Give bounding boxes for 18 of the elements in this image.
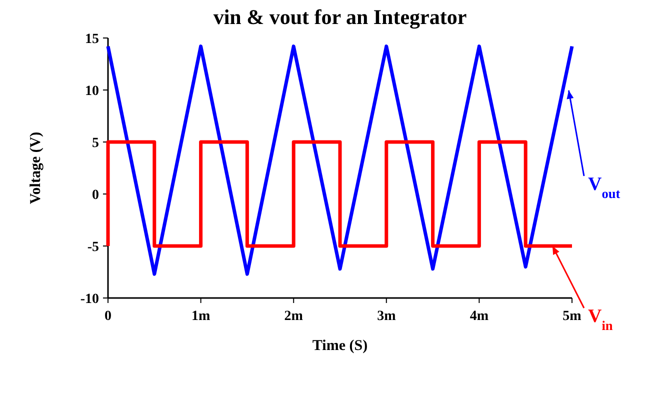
x-axis-title: Time (S) <box>312 338 368 354</box>
x-tick-label: 4m <box>470 309 489 324</box>
y-tick-label: 5 <box>92 136 99 151</box>
y-tick-label: 15 <box>85 32 99 47</box>
y-tick-label: 0 <box>92 188 99 203</box>
x-tick-label: 3m <box>377 309 396 324</box>
chart-title: vin & vout for an Integrator <box>213 5 467 29</box>
text: V$_{in}$ <box>588 306 614 332</box>
text: V$_{out}$ <box>588 174 621 200</box>
y-tick-label: -10 <box>80 292 99 307</box>
y-tick-label: 10 <box>85 84 99 99</box>
x-tick-label: 1m <box>191 309 210 324</box>
y-axis-title: Voltage (V) <box>28 132 44 204</box>
x-tick-label: 2m <box>284 309 304 324</box>
x-tick-label: 5m <box>562 309 582 324</box>
x-tick-label: 0 <box>104 309 112 324</box>
line-series <box>106 44 574 276</box>
y-tick-label: -5 <box>87 240 99 255</box>
